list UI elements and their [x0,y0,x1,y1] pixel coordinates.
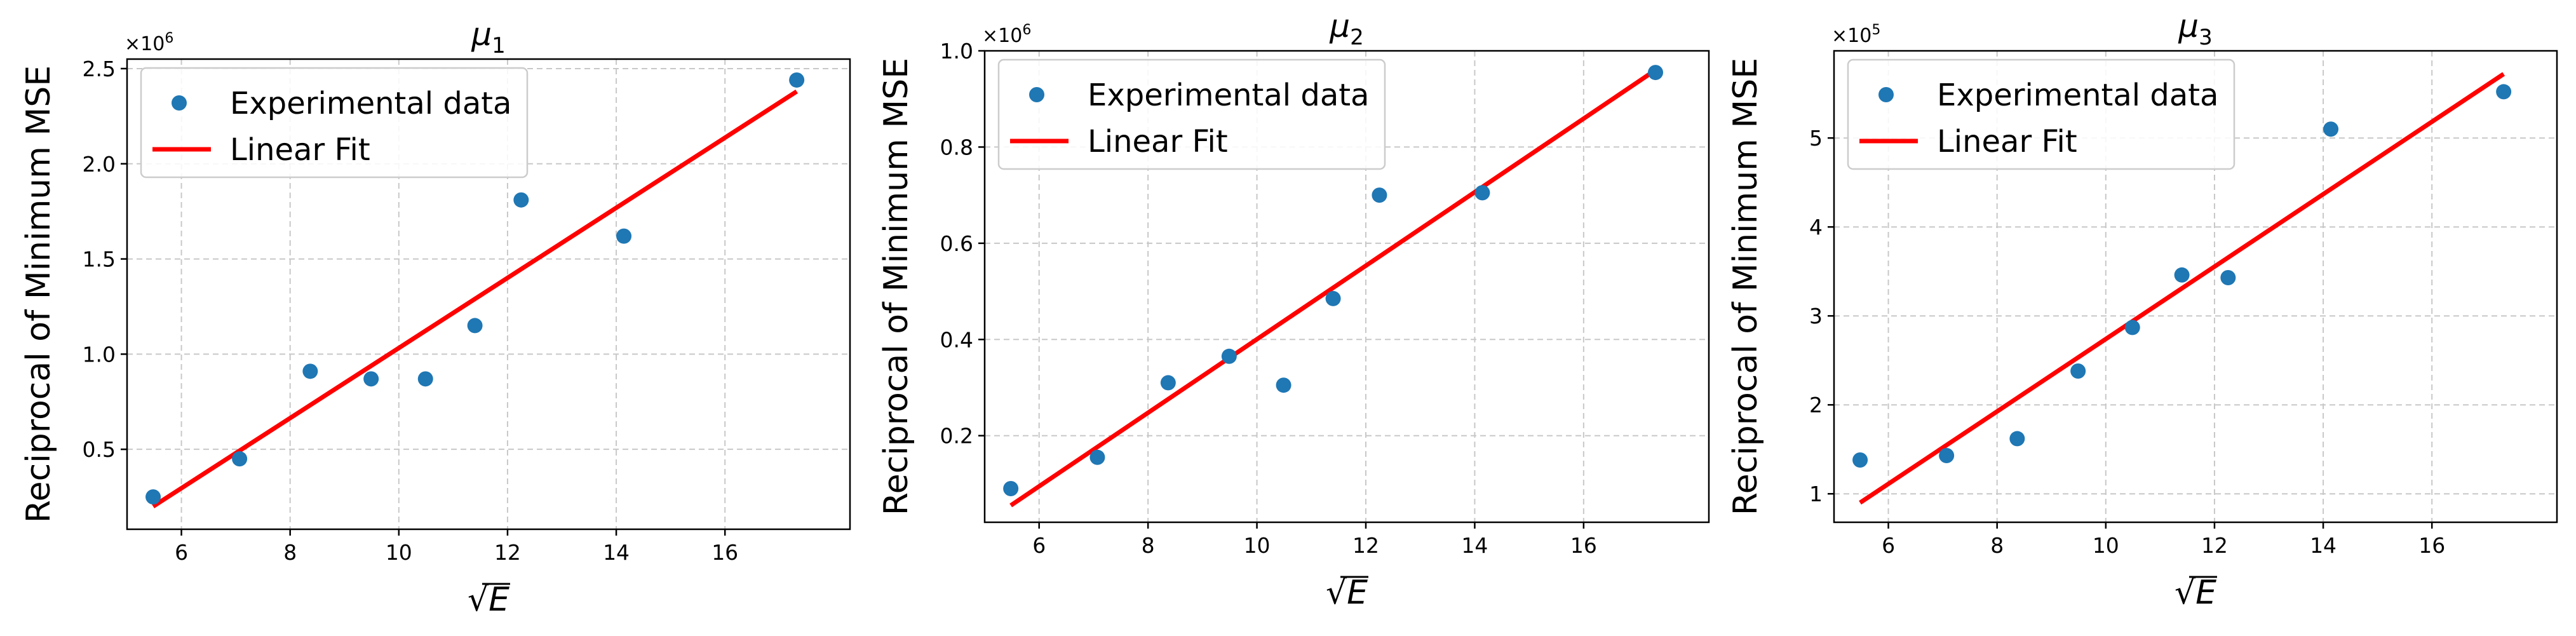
x-tick-label: 16 [1570,533,1597,558]
x-tick-label: 14 [1461,533,1488,558]
data-point [1852,452,1868,468]
y-tick-label: 0.2 [940,424,973,449]
data-point [1648,65,1663,81]
data-point [302,363,318,379]
y-tick-label: 0.4 [940,327,973,352]
legend-label-fit: Linear Fit [1937,124,2077,159]
y-tick-label: 0.6 [940,231,973,256]
data-point [1372,187,1387,203]
y-tick-label: 4 [1809,215,1823,240]
data-point [1939,448,1955,463]
legend-box [1847,58,2235,170]
y-tick-label: 2 [1809,393,1823,417]
x-tick-label: 14 [2310,533,2337,558]
x-tick-label: 16 [2418,533,2445,558]
x-tick-label: 10 [1244,533,1271,558]
legend-marker-points [1029,87,1044,102]
data-point [2070,363,2086,379]
data-point [789,72,805,88]
data-point [1325,290,1341,306]
data-point [2220,270,2236,285]
legend-label-fit: Linear Fit [1088,124,1228,159]
fit-line [1859,72,2505,505]
data-point [1003,481,1019,496]
y-axis-label: Reciprocal of Minimum MSE [20,65,58,523]
x-tick-label: 8 [1142,533,1155,558]
y-tick-label: 2.5 [83,57,116,81]
x-tick-label: 16 [711,540,738,565]
y-tick-label: 1 [1809,482,1823,506]
data-point [1474,185,1490,201]
x-tick-label: 12 [494,540,521,565]
legend-marker-points [172,95,187,111]
y-tick-label: 1.5 [83,247,116,272]
chart-title: μ3 [2178,8,2212,50]
data-point [1276,377,1291,393]
y-tick-label: 2.0 [83,152,116,177]
y-tick-label: 3 [1809,304,1823,328]
axes-frame [1833,50,2558,524]
data-point [467,318,483,334]
x-axis-label: √E [2175,574,2216,612]
data-point [1089,449,1105,465]
x-tick-label: 12 [1352,533,1379,558]
y-tick-label: 0.8 [940,135,973,159]
axes-frame [126,58,851,531]
data-point [2174,267,2190,283]
x-tick-label: 6 [1882,533,1895,558]
x-tick-label: 8 [283,540,297,565]
data-point [2496,84,2512,100]
axis-multiplier: ×106 [125,30,173,55]
y-tick-label: 1.0 [940,39,973,64]
chart-2: 6 8 10 12 14 16 0.2 0.4 0.6 0.8 1.0 ×106 μ2 √E Recipro… [877,8,1710,612]
x-axis-label: √E [468,581,509,619]
y-tick-label: 0.5 [83,437,116,462]
fit-line [1009,68,1657,508]
y-axis-label: Reciprocal of Minimum MSE [1727,58,1765,515]
legend-box [140,67,529,179]
legend-label-data: Experimental data [230,86,511,121]
x-tick-label: 10 [386,540,412,565]
data-point [616,228,632,244]
y-axis-label: Reciprocal of Minimum MSE [877,58,915,515]
legend-label-data: Experimental data [1937,78,2218,113]
data-point [513,192,529,208]
chart-title: μ2 [1329,8,1363,50]
legend-label-data: Experimental data [1088,78,1369,113]
data-point [232,451,248,467]
y-tick-label: 5 [1809,126,1823,151]
chart-title: μ1 [471,16,505,58]
x-tick-label: 12 [2201,533,2228,558]
legend-label-fit: Linear Fit [230,132,370,168]
data-point [1160,375,1176,391]
legend-box [997,58,1386,170]
data-point [2124,320,2140,335]
fit-line [152,89,799,508]
x-tick-label: 10 [2093,533,2119,558]
x-tick-label: 8 [1990,533,2004,558]
x-tick-label: 14 [603,540,630,565]
axis-multiplier: ×106 [982,22,1031,47]
data-point [2323,121,2339,137]
axis-multiplier: ×105 [1831,22,1880,47]
legend-marker-points [1878,87,1894,102]
data-point [1221,348,1237,364]
x-tick-label: 6 [1032,533,1046,558]
data-point [363,371,379,387]
data-point [2009,431,2025,447]
axes-frame [983,50,1710,524]
data-point [417,371,433,387]
x-tick-label: 6 [175,540,188,565]
y-tick-label: 1.0 [83,342,116,367]
chart-1: 6 8 10 12 14 16 0.5 1.0 1.5 2.0 2.5 ×106 μ1 √E Recipro… [20,16,851,619]
data-point [145,489,161,505]
x-axis-label: √E [1326,574,1368,612]
